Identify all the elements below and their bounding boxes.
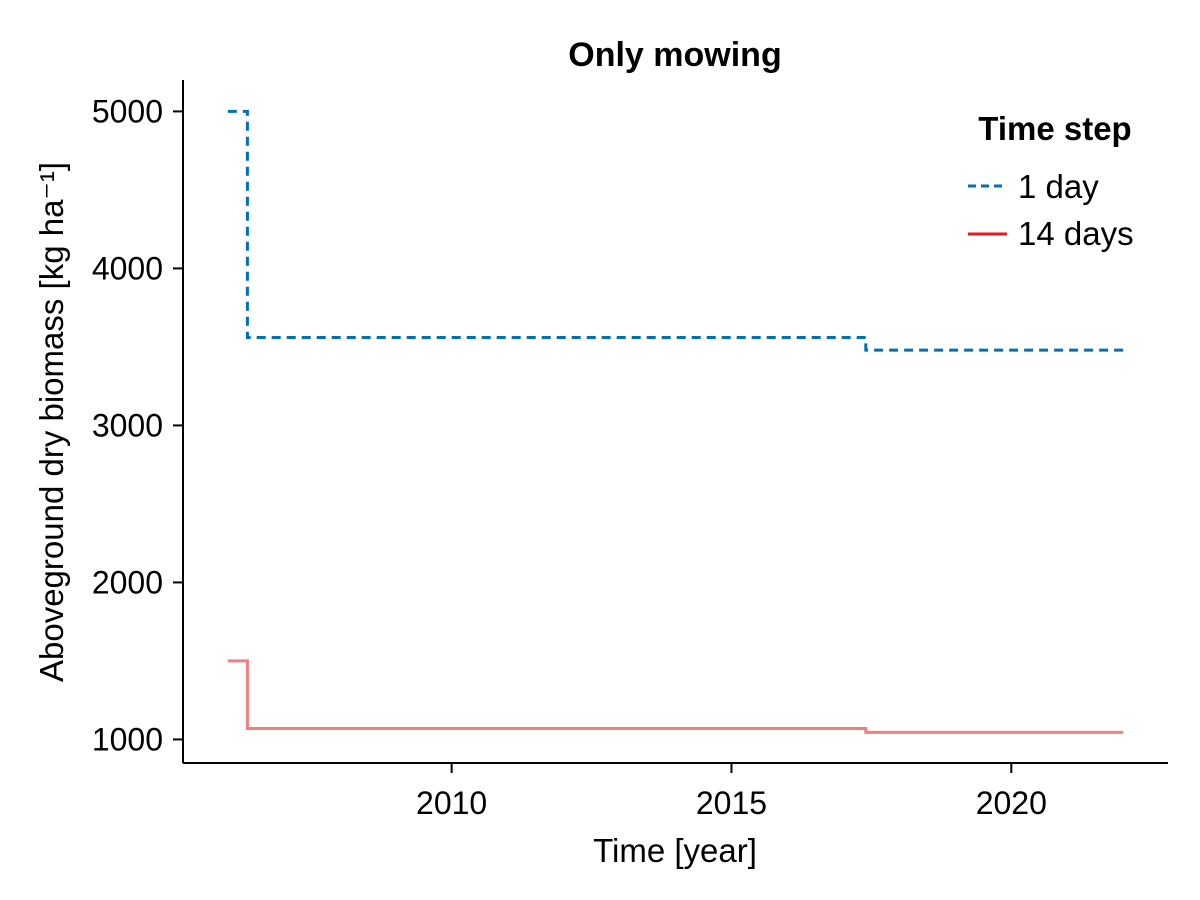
- series-line-1-day: [227, 109, 1124, 352]
- y-ticks: 1000 2000 3000 4000 5000: [92, 93, 183, 757]
- series-line-14-days: [227, 659, 1124, 734]
- chart-title: Only mowing: [568, 36, 781, 74]
- legend-label-14-days: 14 days: [1018, 215, 1134, 252]
- y-tick-label: 2000: [92, 564, 163, 600]
- y-tick-label: 4000: [92, 250, 163, 286]
- y-axis-label: Aboveground dry biomass [kg ha⁻¹]: [33, 162, 70, 682]
- plot-area: 1000 2000 3000 4000 5000 2010 2015 2020: [92, 80, 1168, 821]
- series-lines: [227, 109, 1124, 734]
- x-axis-label: Time [year]: [593, 832, 757, 869]
- legend: Time step 1 day 14 days: [968, 110, 1134, 252]
- y-tick-label: 1000: [92, 721, 163, 757]
- x-tick-label: 2010: [416, 785, 487, 821]
- y-tick-label: 3000: [92, 407, 163, 443]
- y-tick-label: 5000: [92, 93, 163, 129]
- legend-label-1-day: 1 day: [1018, 168, 1099, 205]
- x-ticks: 2010 2015 2020: [416, 763, 1047, 821]
- x-tick-label: 2020: [976, 785, 1047, 821]
- x-tick-label: 2015: [696, 785, 767, 821]
- legend-title: Time step: [978, 110, 1131, 147]
